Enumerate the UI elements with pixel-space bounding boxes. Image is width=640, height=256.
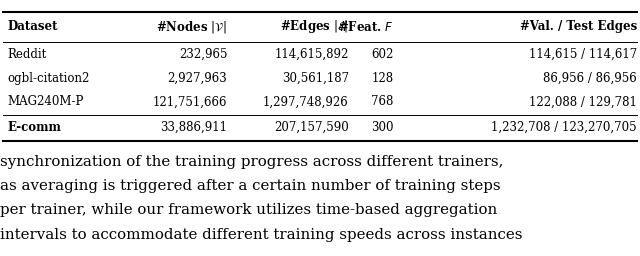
Text: Reddit: Reddit [8, 48, 47, 61]
Text: 232,965: 232,965 [179, 48, 227, 61]
Text: 2,927,963: 2,927,963 [168, 72, 227, 85]
Text: #Val. / Test Edges: #Val. / Test Edges [520, 20, 637, 33]
Text: per trainer, while our framework utilizes time-based aggregation: per trainer, while our framework utilize… [0, 203, 497, 217]
Text: Dataset: Dataset [8, 20, 58, 33]
Text: synchronization of the training progress across different trainers,: synchronization of the training progress… [0, 155, 504, 169]
Text: 122,088 / 129,781: 122,088 / 129,781 [529, 95, 637, 108]
Text: 30,561,187: 30,561,187 [282, 72, 349, 85]
Text: 602: 602 [371, 48, 394, 61]
Text: 768: 768 [371, 95, 394, 108]
Text: 128: 128 [371, 72, 394, 85]
Text: ogbl-citation2: ogbl-citation2 [8, 72, 90, 85]
Text: intervals to accommodate different training speeds across instances: intervals to accommodate different train… [0, 228, 522, 242]
Text: 1,297,748,926: 1,297,748,926 [263, 95, 349, 108]
Text: 300: 300 [371, 121, 394, 134]
Text: #Nodes $|\mathcal{V}|$: #Nodes $|\mathcal{V}|$ [156, 19, 227, 35]
Text: as averaging is triggered after a certain number of training steps: as averaging is triggered after a certai… [0, 179, 500, 193]
Text: 33,886,911: 33,886,911 [160, 121, 227, 134]
Text: 86,956 / 86,956: 86,956 / 86,956 [543, 72, 637, 85]
Text: MAG240M-P: MAG240M-P [8, 95, 84, 108]
Text: #Edges $|\mathcal{E}|$: #Edges $|\mathcal{E}|$ [280, 18, 349, 35]
Text: 207,157,590: 207,157,590 [274, 121, 349, 134]
Text: #Feat. $F$: #Feat. $F$ [338, 20, 394, 34]
Text: 1,232,708 / 123,270,705: 1,232,708 / 123,270,705 [491, 121, 637, 134]
Text: 114,615,892: 114,615,892 [275, 48, 349, 61]
Text: E-comm: E-comm [8, 121, 61, 134]
Text: 114,615 / 114,617: 114,615 / 114,617 [529, 48, 637, 61]
Text: 121,751,666: 121,751,666 [153, 95, 227, 108]
